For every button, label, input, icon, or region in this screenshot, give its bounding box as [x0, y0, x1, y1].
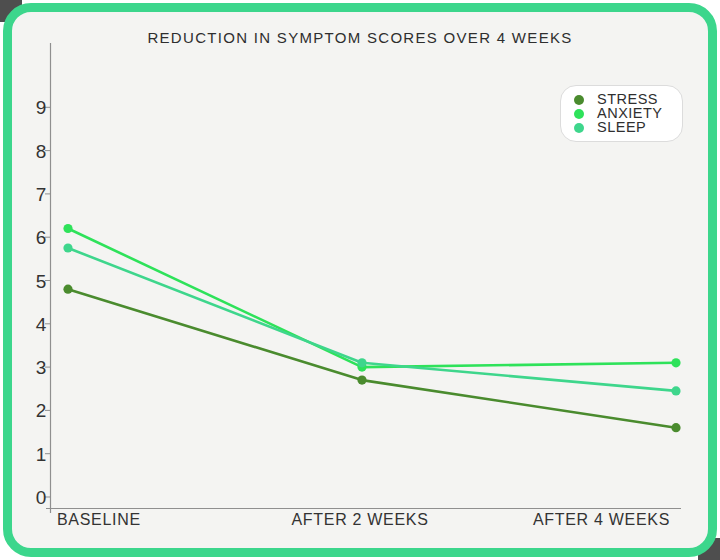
anxiety-point-2 [671, 358, 680, 367]
y-axis-tick-label: 0 [36, 487, 47, 508]
y-axis-tick-label: 6 [36, 227, 47, 248]
y-axis-tick-label: 9 [36, 97, 47, 118]
x-axis-category-label: BASELINE [57, 511, 141, 528]
chart-legend: STRESSANXIETYSLEEP [560, 85, 683, 142]
y-axis-tick-label: 5 [36, 271, 47, 292]
anxiety-line [68, 229, 676, 368]
stress-point-2 [671, 423, 680, 432]
y-axis-tick-label: 2 [36, 400, 47, 421]
legend-dot-stress-icon [574, 95, 584, 105]
x-axis-category-label: AFTER 4 WEEKS [533, 511, 670, 528]
legend-item-sleep[interactable]: SLEEP [574, 121, 674, 134]
symptom-line-chart: 0 1 2 3 4 5 6 7 8 9 BASELINE AFTER 2 WEEKS AFTER 4 W… [0, 0, 720, 560]
sleep-point-0 [63, 243, 72, 252]
legend-label-sleep: SLEEP [597, 121, 646, 134]
stress-point-0 [63, 285, 72, 294]
sleep-line [68, 248, 676, 391]
sleep-point-2 [671, 386, 680, 395]
legend-dot-anxiety-icon [574, 109, 584, 119]
stress-point-1 [357, 376, 366, 385]
y-axis-tick-label: 3 [36, 357, 47, 378]
stress-line [68, 289, 676, 428]
x-axis-category-label: AFTER 2 WEEKS [291, 511, 428, 528]
legend-dot-sleep-icon [574, 123, 584, 133]
y-axis-tick-label: 7 [36, 184, 47, 205]
y-axis-tick-label: 4 [36, 314, 47, 335]
sleep-point-1 [357, 358, 366, 367]
anxiety-point-0 [63, 224, 72, 233]
y-axis-tick-label: 8 [36, 141, 47, 162]
y-axis-tick-label: 1 [36, 444, 47, 465]
